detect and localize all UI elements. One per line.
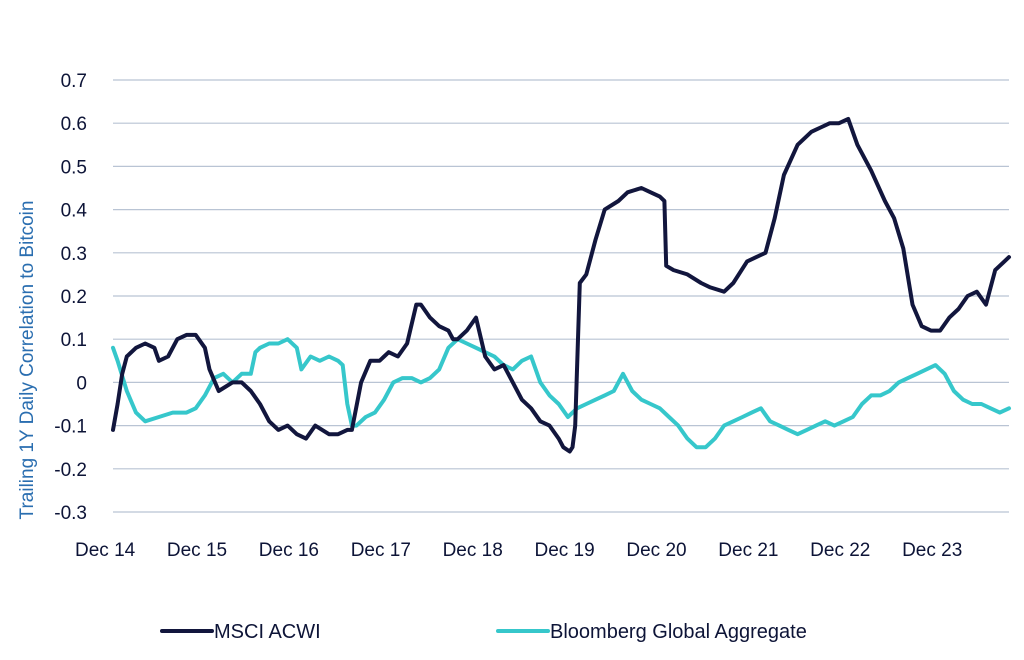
x-tick-label: Dec 21 [718, 540, 778, 561]
y-axis-title: Trailing 1Y Daily Correlation to Bitcoin [17, 201, 38, 520]
y-tick-label: 0.4 [61, 201, 88, 222]
x-tick-label: Dec 17 [351, 540, 411, 561]
x-tick-label: Dec 20 [626, 540, 686, 561]
series-line-msci-acwi [111, 116, 1011, 454]
series-lines [111, 116, 1011, 454]
y-tick-label: 0 [76, 373, 87, 394]
series-line-bloomberg-global-aggregate [111, 337, 1011, 450]
y-tick-labels: 0.7 0.6 0.5 0.4 0.3 0.2 0.1 0 -0.1 -0.2 -0.3 [54, 71, 87, 524]
grid-lines [113, 79, 1009, 513]
x-tick-label: Dec 18 [443, 540, 503, 561]
y-tick-label: 0.5 [61, 157, 87, 178]
legend: MSCI ACWI Bloomberg Global Aggregate [160, 621, 807, 643]
x-tick-label: Dec 23 [902, 540, 962, 561]
x-tick-label: Dec 19 [534, 540, 594, 561]
x-tick-labels: Dec 14 Dec 15 Dec 16 Dec 17 Dec 18 Dec 19 Dec … [75, 540, 962, 561]
x-tick-label: Dec 22 [810, 540, 870, 561]
y-tick-label: 0.7 [61, 71, 87, 92]
legend-label: MSCI ACWI [214, 621, 321, 643]
y-tick-label: -0.2 [54, 460, 87, 481]
y-tick-label: 0.1 [61, 330, 87, 351]
x-tick-label: Dec 15 [167, 540, 227, 561]
y-tick-label: 0.6 [61, 114, 87, 135]
legend-label: Bloomberg Global Aggregate [550, 621, 807, 643]
y-tick-label: 0.2 [61, 287, 87, 308]
x-tick-label: Dec 16 [259, 540, 319, 561]
x-tick-label: Dec 14 [75, 540, 136, 561]
y-tick-label: -0.3 [54, 503, 87, 524]
y-tick-label: 0.3 [61, 244, 87, 265]
y-tick-label: -0.1 [54, 417, 87, 438]
